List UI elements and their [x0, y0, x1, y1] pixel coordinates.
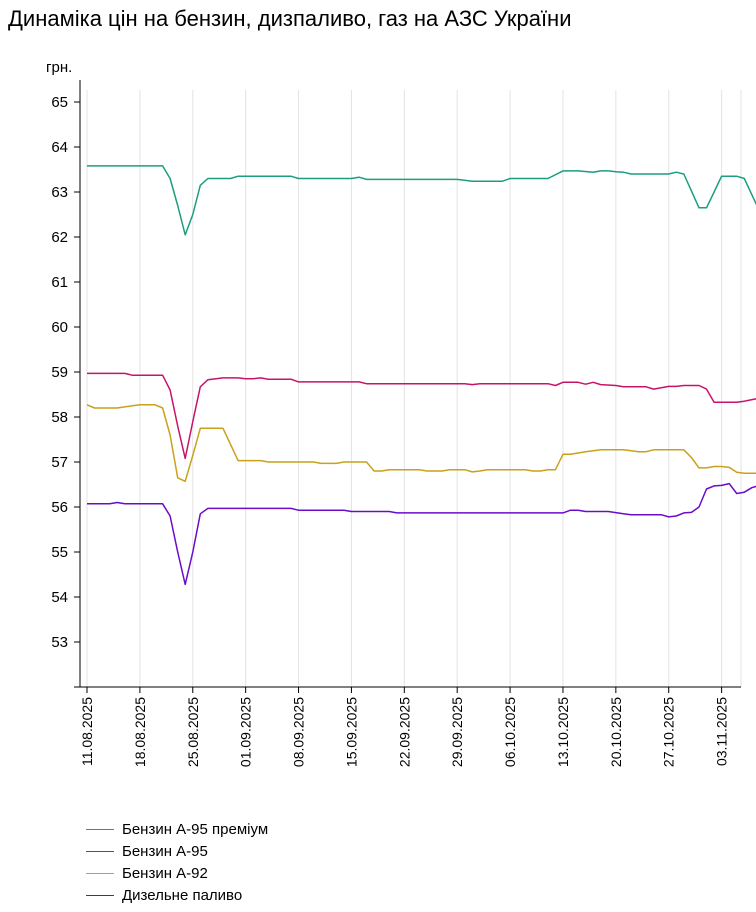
legend-item: Дизельне паливо [86, 884, 268, 906]
y-axis-label: грн. [46, 59, 72, 76]
x-axis-ticks: 11.08.2025 18.08.2025 25.08.2025 01.09.2025… [79, 687, 730, 767]
x-tick-label: 22.09.2025 [396, 697, 412, 767]
x-tick-label: 08.09.2025 [291, 697, 307, 767]
x-tick-label: 11.08.2025 [79, 697, 95, 766]
x-tick-label: 29.09.2025 [449, 697, 465, 767]
y-tick-label: 60 [51, 319, 68, 336]
y-tick-label: 61 [51, 274, 68, 291]
legend-swatch-a92 [86, 872, 114, 874]
axes [74, 80, 741, 688]
y-tick-label: 56 [51, 499, 68, 516]
legend-item: Бензин А-92 [86, 862, 268, 884]
series-line [87, 482, 756, 586]
legend-item: Бензин А-95 [86, 840, 268, 862]
series-line [86, 404, 756, 483]
x-tick-label: 15.09.2025 [343, 697, 359, 767]
series-lines [86, 165, 756, 586]
legend-swatch-diesel [86, 894, 114, 896]
x-tick-label: 03.11.2025 [714, 697, 730, 766]
legend-item: Бензин А-95 преміум [86, 818, 268, 840]
grid [86, 90, 742, 687]
legend-label: Бензин А-95 [122, 842, 208, 860]
x-tick-label: 18.08.2025 [132, 697, 148, 767]
legend: Бензин А-95 преміум Бензин А-95 Бензин А… [86, 818, 268, 906]
y-tick-label: 57 [51, 454, 68, 471]
y-tick-label: 59 [51, 364, 68, 381]
x-tick-label: 27.10.2025 [661, 697, 677, 767]
x-tick-label: 06.10.2025 [502, 697, 518, 767]
y-tick-label: 63 [51, 184, 68, 201]
y-tick-label: 55 [51, 544, 68, 561]
series-line [87, 372, 756, 460]
legend-swatch-a95 [86, 850, 114, 852]
legend-label: Дизельне паливо [122, 886, 243, 904]
chart-title: Динаміка цін на бензин, дизпаливо, газ н… [8, 6, 572, 31]
x-tick-label: 20.10.2025 [608, 697, 624, 767]
x-tick-label: 13.10.2025 [555, 697, 571, 767]
legend-label: Бензин А-95 преміум [122, 820, 269, 838]
x-tick-label: 25.08.2025 [185, 697, 201, 767]
y-tick-label: 58 [51, 409, 68, 426]
legend-swatch-a95-premium [86, 828, 114, 830]
y-tick-label: 65 [51, 94, 68, 111]
series-line [87, 165, 756, 236]
y-tick-label: 54 [51, 589, 68, 606]
y-tick-label: 62 [51, 229, 68, 246]
y-axis-ticks: 65 64 63 62 61 60 59 58 57 56 55 54 53 [51, 94, 80, 651]
legend-label: Бензин А-92 [122, 864, 208, 882]
y-tick-label: 53 [51, 634, 68, 651]
x-tick-label: 01.09.2025 [238, 697, 254, 767]
y-tick-label: 64 [51, 139, 68, 156]
